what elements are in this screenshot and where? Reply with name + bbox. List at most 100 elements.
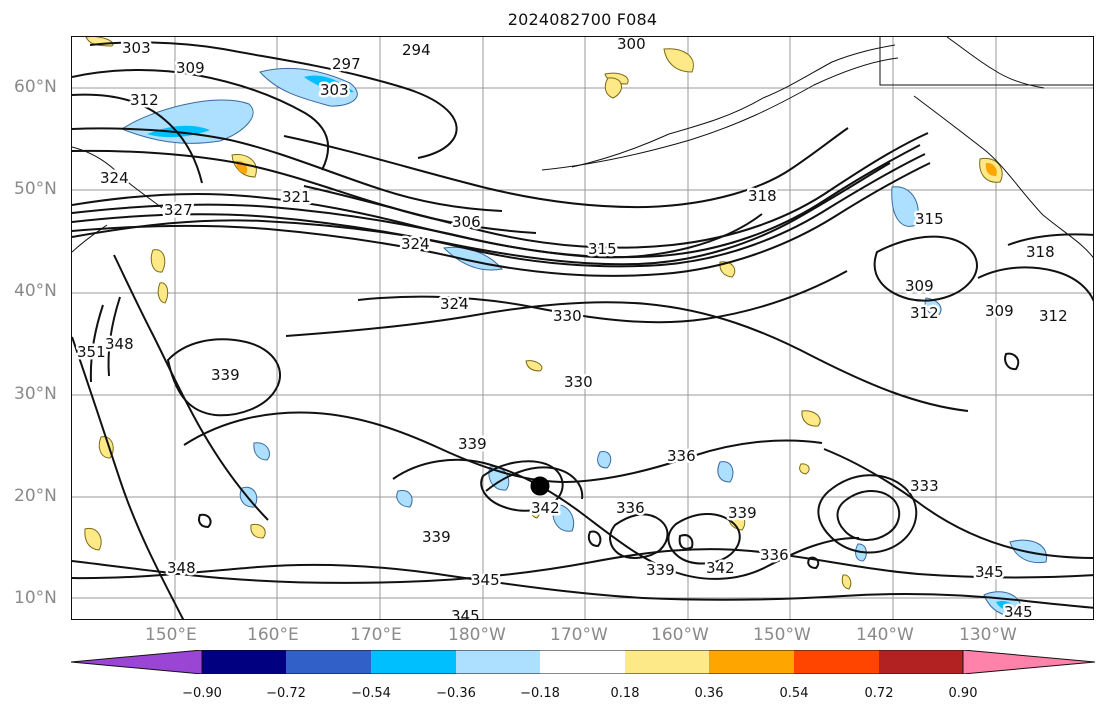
- contour-label-345: 345: [471, 571, 500, 589]
- contour-330: [285, 301, 969, 412]
- blue-shade-11: [552, 504, 575, 532]
- contour-label-330: 330: [553, 307, 582, 325]
- contour-315: [303, 132, 929, 249]
- contour-label-339-e: 339: [646, 561, 675, 579]
- contour-label-336-c: 336: [760, 545, 789, 563]
- contour-label-327: 327: [164, 201, 193, 219]
- blue-shade-18: [924, 297, 942, 317]
- colorbar-tick-8: 0.54: [779, 686, 809, 701]
- contour-label-312-b: 312: [910, 304, 939, 322]
- colorbar-tick-7: 0.36: [694, 686, 724, 701]
- contour-333: [823, 448, 1093, 559]
- contour-label-342: 342: [531, 499, 560, 517]
- contour-label-345-d: 345: [1004, 603, 1033, 620]
- contour-cells-4: [836, 490, 901, 541]
- contour-336: [183, 411, 823, 484]
- lon-label-150e: 150°E: [145, 625, 197, 645]
- contour-312-b: [873, 235, 978, 302]
- contour-label-339-b: 339: [458, 435, 487, 453]
- yellow-shade-11: [84, 527, 102, 551]
- contour-label-312: 312: [130, 91, 159, 109]
- lat-label-40n: 40°N: [14, 281, 57, 301]
- colorbar-tick-3: −0.54: [351, 686, 391, 701]
- colorbar-bin-8: [794, 650, 879, 674]
- contour-348: [72, 563, 1093, 609]
- yellow-shade-2: [663, 48, 694, 73]
- canada-border: [879, 37, 1093, 86]
- contour-label-324-b: 324: [401, 235, 430, 253]
- contour-label-297: 297: [332, 55, 361, 73]
- colorbar-tick-4: −0.36: [436, 686, 476, 701]
- lon-label-150w: 150°W: [753, 625, 811, 645]
- contour-label-348-b: 348: [167, 559, 196, 577]
- storm-center-marker: [530, 476, 550, 496]
- contour-label-318: 318: [748, 187, 777, 205]
- contour-303: [89, 41, 458, 159]
- contour-312: [72, 93, 203, 184]
- colorbar-tick-2: −0.72: [266, 686, 306, 701]
- lat-label-30n: 30°N: [14, 384, 57, 404]
- blue-shade-15: [717, 461, 734, 483]
- contour-label-345-c: 345: [451, 607, 480, 620]
- contour-label-336-b: 336: [616, 499, 645, 517]
- contour-label-312-c: 312: [1039, 307, 1068, 325]
- contour-label-330-b: 330: [564, 373, 593, 391]
- colorbar-left-extension: [71, 650, 203, 674]
- colorbar-bin-7: [709, 650, 794, 674]
- contour-label-324: 324: [100, 169, 129, 187]
- blue-shade-9: [996, 601, 1016, 611]
- colorbar-bin-9: [879, 650, 963, 674]
- contour-342: [480, 460, 564, 512]
- blue-shade-14: [597, 451, 612, 469]
- lat-label-20n: 20°N: [14, 486, 57, 506]
- contours: [72, 41, 1093, 619]
- contour-label-303: 303: [122, 39, 151, 57]
- contour-cells-3: [817, 474, 918, 554]
- contour-label-318-b: 318: [1026, 243, 1055, 261]
- yellow-shade-8: [150, 249, 166, 273]
- contour-cells-2: [667, 513, 741, 565]
- lon-label-170e: 170°E: [350, 625, 402, 645]
- map-panel: 303 300 309 297 294 312 303 324 327 321 …: [71, 36, 1094, 620]
- gridlines: [72, 37, 1093, 619]
- lon-label-170w: 170°W: [550, 625, 608, 645]
- alaska-southeast: [913, 95, 1093, 259]
- lat-label-10n: 10°N: [14, 588, 57, 608]
- alaska-coast: [571, 44, 896, 168]
- contour-label-348: 348: [105, 335, 134, 353]
- contour-label-324-c: 324: [440, 295, 469, 313]
- contour-309-b: [977, 266, 1093, 302]
- colorbar: [71, 650, 1095, 674]
- contour-309: [72, 69, 330, 171]
- colorbar-tick-6: 0.18: [610, 686, 640, 701]
- chart-title: 2024082700 F084: [507, 10, 658, 29]
- colorbar-outline: [201, 650, 964, 674]
- colorbar-bin-1: [202, 650, 286, 674]
- yellow-shade-15: [799, 463, 810, 475]
- contour-label-339: 339: [211, 366, 240, 384]
- shaded-anomalies: [84, 37, 1048, 617]
- blue-shade-16: [396, 490, 413, 508]
- small-cell-4: [587, 530, 602, 548]
- small-cell-2: [807, 556, 820, 570]
- lon-label-180w: 180°W: [448, 625, 506, 645]
- contour-324: [72, 162, 891, 266]
- contour-label-336-d: 336: [760, 546, 789, 564]
- contour-jet-3: [72, 162, 931, 277]
- yellow-shade-7: [985, 162, 997, 176]
- contour-label-303-b: 303: [320, 81, 349, 99]
- yellow-shade-14: [801, 410, 821, 427]
- contour-339: [166, 338, 281, 417]
- small-contour-cells: [198, 352, 1020, 570]
- colorbar-bin-2: [286, 650, 371, 674]
- blue-shade-13: [253, 442, 270, 461]
- contour-label-309-c: 309: [985, 302, 1014, 320]
- contour-label-333: 333: [910, 477, 939, 495]
- colorbar-tick-9: 0.72: [864, 686, 894, 701]
- contour-330-b: [357, 270, 848, 324]
- contour-jet-2: [72, 153, 926, 268]
- contour-label-345-b: 345: [975, 563, 1004, 581]
- colorbar-bin-5: [540, 650, 625, 674]
- yellow-shade-3: [604, 77, 622, 99]
- contour-label-309-b: 309: [905, 277, 934, 295]
